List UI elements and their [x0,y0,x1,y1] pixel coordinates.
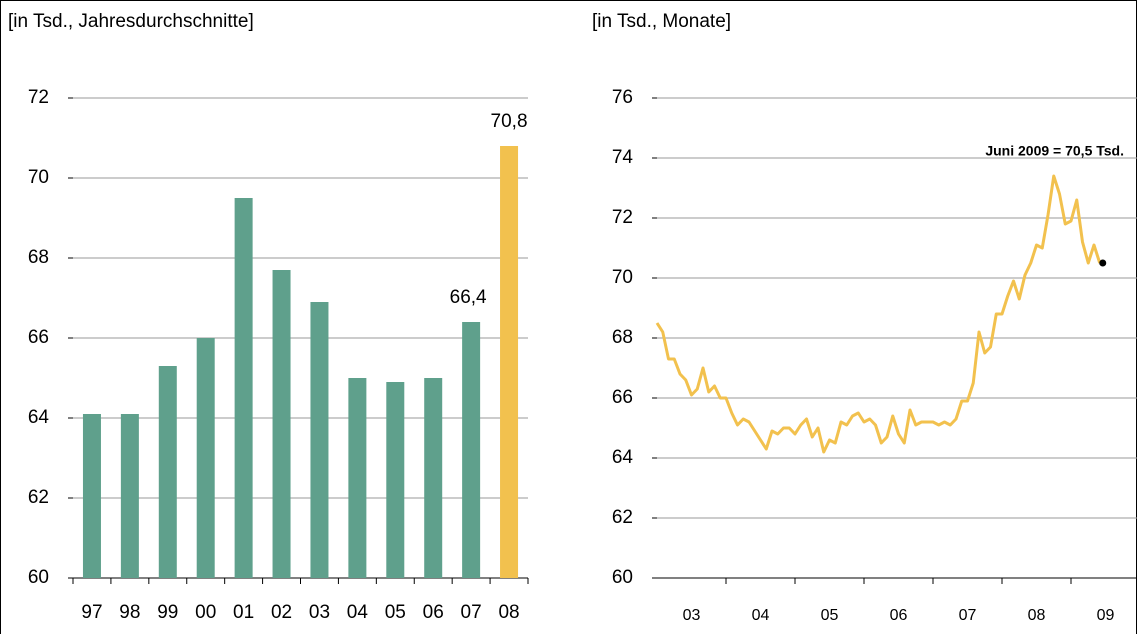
y-tick-label: 70 [28,167,49,188]
bar [82,414,101,578]
line [655,174,1102,454]
bar [272,270,291,578]
value-label: 66,4 [450,287,487,308]
x-tick-label: 02 [271,602,292,623]
bar [500,146,519,578]
x-tick-label: 00 [195,602,216,623]
bar [120,414,139,578]
axis-label: [in Tsd., Monate] [592,11,731,32]
bar [462,322,481,578]
x-tick-label: 06 [890,607,908,624]
x-tick-label: 97 [81,602,102,623]
y-tick-label: 64 [28,407,50,428]
y-tick-label: 60 [28,567,49,588]
x-tick-label: 03 [683,607,701,624]
x-tick-label: 07 [461,602,482,623]
y-tick-label: 68 [28,247,49,268]
y-tick-label: 66 [612,387,633,408]
x-tick-label: 08 [1028,607,1046,624]
x-tick-label: 98 [119,602,140,623]
x-tick-label: 05 [821,607,839,624]
y-tick-label: 62 [612,507,633,528]
y-tick-label: 72 [28,87,49,108]
axis-label: [in Tsd., Jahresdurchschnitte] [8,11,254,32]
bar [158,366,177,578]
y-tick-label: 72 [612,207,633,228]
x-tick-label: 04 [752,607,770,624]
y-tick-label: 70 [612,267,633,288]
bar [424,378,443,578]
annotation: Juni 2009 = 70,5 Tsd. [985,143,1124,159]
x-tick-label: 01 [233,602,254,623]
x-tick-label: 03 [309,602,330,623]
y-tick-label: 68 [612,327,633,348]
y-tick-label: 66 [28,327,49,348]
x-tick-label: 05 [385,602,406,623]
bar [348,378,367,578]
y-tick-label: 76 [612,87,633,108]
y-tick-label: 62 [28,487,49,508]
x-tick-label: 08 [498,602,519,623]
value-label: 70,8 [491,111,528,132]
x-tick-label: 04 [347,602,369,623]
bar [386,382,405,578]
bar [310,302,329,578]
bar [196,338,215,578]
y-tick-label: 74 [612,147,634,168]
y-tick-label: 60 [612,567,633,588]
x-tick-label: 09 [1097,607,1115,624]
y-tick-label: 64 [612,447,634,468]
end-marker [1099,259,1107,267]
bar [234,198,253,578]
x-tick-label: 06 [423,602,444,623]
x-tick-label: 07 [959,607,977,624]
x-tick-label: 99 [157,602,178,623]
